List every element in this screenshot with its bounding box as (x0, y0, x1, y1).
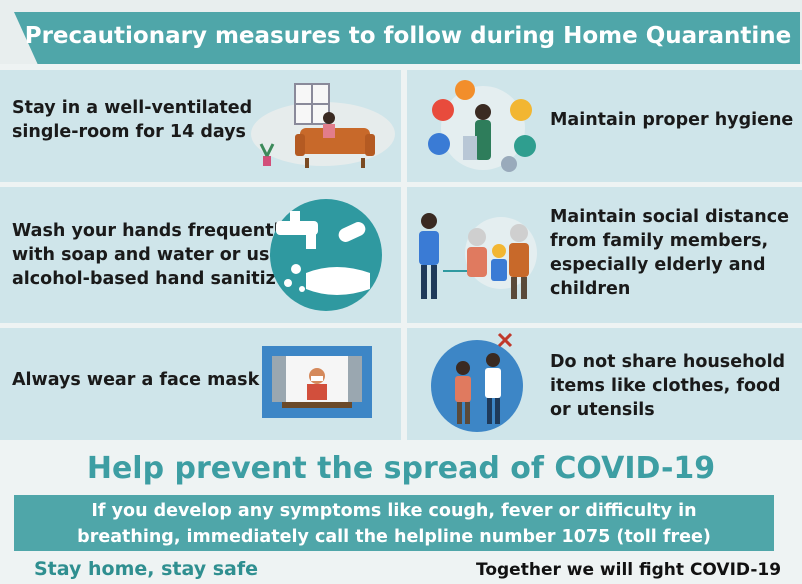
measure-card-sharing: Do not share household items like clothe… (407, 328, 802, 440)
measure-text-room: Stay in a well-ventilated single-room fo… (12, 96, 252, 144)
measure-line: children (550, 279, 631, 299)
measure-line: Wash your hands frequently (12, 221, 292, 241)
footer-right: Together we will fight COVID-19 (476, 560, 782, 580)
measure-text-handwash: Wash your hands frequently with soap and… (12, 219, 296, 291)
no-sharing-icon (431, 332, 523, 432)
headline: Help prevent the spread of COVID-19 (86, 451, 716, 486)
footer-left: Stay home, stay safe (34, 558, 259, 580)
measure-line: Do not share household (550, 352, 786, 372)
hygiene-icon (428, 80, 536, 172)
measure-text-distance: Maintain social distance from family mem… (550, 205, 789, 301)
measure-card-room: Stay in a well-ventilated single-room fo… (0, 70, 401, 182)
measure-text-hygiene: Maintain proper hygiene (550, 108, 793, 132)
handwash-icon (270, 199, 382, 311)
title-ribbon (14, 12, 800, 64)
measure-line: Maintain social distance (550, 207, 789, 227)
measure-line: alcohol-based hand sanitizer (12, 269, 297, 289)
measure-card-hygiene: Maintain proper hygiene (407, 70, 802, 182)
measure-text-mask: Always wear a face mask (12, 368, 259, 392)
helpline-banner: If you develop any symptoms like cough, … (14, 495, 774, 551)
room-icon (251, 83, 395, 168)
measure-line: Always wear a face mask (12, 370, 260, 390)
measure-card-mask: Always wear a face mask (0, 328, 401, 440)
title-banner: Precautionary measures to follow during … (0, 0, 802, 64)
page-title: Precautionary measures to follow during … (24, 23, 792, 49)
measure-card-distance: Maintain social distance from family mem… (407, 187, 802, 323)
measure-card-handwash: Wash your hands frequently with soap and… (0, 187, 401, 323)
measure-text-sharing: Do not share household items like clothe… (550, 350, 785, 422)
measure-line: with soap and water or use (12, 245, 282, 265)
measure-line: single-room for 14 days (12, 122, 246, 142)
helpline-line: If you develop any symptoms like cough, … (91, 501, 697, 521)
measure-line: Stay in a well-ventilated (12, 98, 253, 118)
social-distance-icon (419, 213, 537, 299)
measure-line: items like clothes, food (550, 376, 781, 396)
measure-line: from family members, (550, 231, 769, 251)
measure-line: or utensils (550, 400, 655, 420)
measure-line: especially elderly and (550, 255, 766, 275)
measure-line: Maintain proper hygiene (550, 110, 794, 130)
helpline-line: breathing, immediately call the helpline… (77, 527, 711, 547)
face-mask-icon (262, 346, 372, 418)
